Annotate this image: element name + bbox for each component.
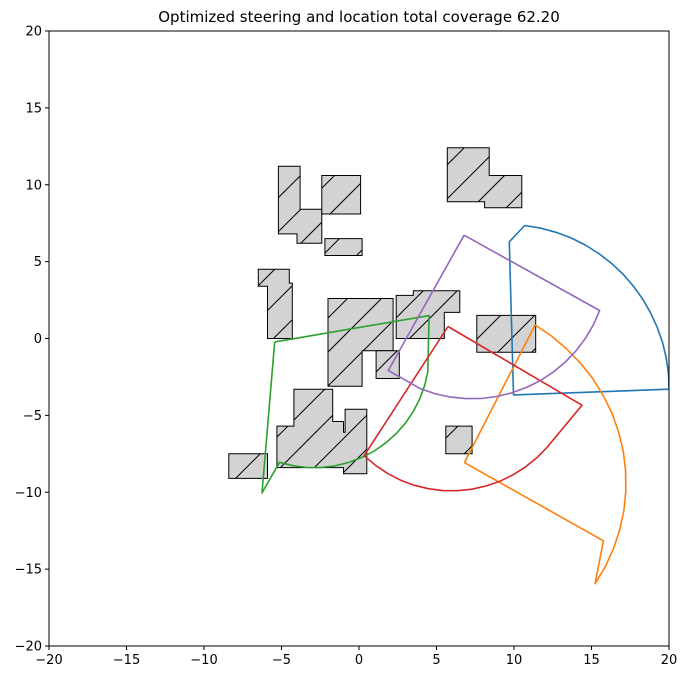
y-tick-label: 10 [25,178,42,193]
y-tick-label: 5 [34,255,42,270]
y-tick-label: 15 [25,101,42,116]
x-tick-label: −10 [190,653,217,668]
x-tick-label: 20 [661,653,678,668]
obstacle-outline [327,298,394,387]
obstacle-1 [277,165,323,244]
x-tick-label: −20 [35,653,62,668]
obstacle-11 [276,388,368,475]
coverage-sector-1 [508,224,669,396]
coverage-sector-2 [463,324,627,585]
obstacle-10 [445,425,473,455]
obstacle-outline [324,238,363,256]
obstacle-outline [228,453,268,479]
obstacle-outline [446,147,523,209]
obstacle-5 [257,268,293,339]
y-axis: −20 −15 −10 −5 0 5 10 15 20 [15,25,49,655]
obstacle-outline [276,388,368,475]
obstacle-outline [445,425,473,455]
coverage-sector-5 [387,234,601,400]
obstacle-3 [324,238,363,256]
coverage-sector-4 [363,325,583,492]
x-tick-label: −15 [113,653,140,668]
obstacle-6 [327,298,394,387]
x-tick-label: 10 [506,653,523,668]
x-axis: −20 −15 −10 −5 0 5 10 15 20 [35,646,677,668]
obstacle-9 [476,314,537,353]
series-layer [261,224,669,585]
obstacle-12 [228,453,268,479]
obstacle-outline [476,314,537,353]
y-tick-label: −10 [15,486,42,501]
x-tick-label: 15 [583,653,600,668]
x-tick-label: −5 [272,653,291,668]
obstacle-layer [228,147,537,479]
coverage-sector-3 [261,314,430,494]
chart-title: Optimized steering and location total co… [158,8,560,26]
x-tick-label: 0 [355,653,363,668]
y-tick-label: −5 [23,409,42,424]
y-tick-label: 20 [25,25,42,40]
obstacle-4 [446,147,523,209]
obstacle-7 [375,350,400,379]
y-tick-label: −20 [15,640,42,655]
obstacle-outline [257,268,293,339]
plot-area [228,147,669,585]
obstacle-outline [277,165,323,244]
x-tick-label: 5 [432,653,440,668]
obstacle-outline [375,350,400,379]
y-tick-label: −15 [15,563,42,578]
obstacle-2 [321,175,362,215]
y-tick-label: 0 [34,332,42,347]
obstacle-outline [321,175,362,215]
